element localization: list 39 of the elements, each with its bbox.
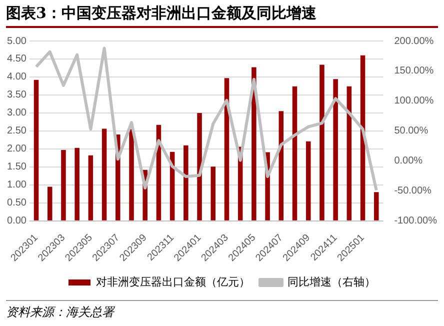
y-tick-label: 1.50	[6, 162, 27, 173]
chart-title: 图表3：中国变压器对非洲出口金额及同比增速	[6, 4, 438, 28]
bar	[306, 141, 311, 220]
y-tick-label: 4.00	[6, 72, 27, 83]
y-tick-label: 4.50	[6, 54, 27, 65]
y2-tick-label: 150.00%	[394, 66, 434, 77]
bar	[47, 186, 52, 220]
text: 资料来源：海关总署	[6, 300, 438, 321]
bar	[61, 150, 66, 220]
bar	[74, 148, 80, 220]
y2-tick-label: -50.00%	[394, 186, 432, 197]
bar	[34, 80, 39, 220]
y-tick-label: 1.00	[6, 180, 27, 191]
bar	[88, 155, 94, 220]
y2-tick-label: -100.00%	[394, 216, 438, 227]
legend-label: 同比增速（右轴）	[288, 276, 376, 289]
y2-tick-label: 200.00%	[394, 36, 434, 47]
y-tick-label: 2.50	[6, 126, 27, 137]
y-tick-label: 0.50	[6, 198, 27, 209]
bar	[210, 166, 216, 220]
y2-tick-label: 100.00%	[394, 96, 434, 107]
y2-tick-label: 0.00%	[394, 156, 423, 167]
y2-tick-label: 50.00%	[394, 126, 428, 137]
bar	[320, 64, 324, 220]
bar	[346, 86, 352, 220]
y-tick-label: 2.00	[6, 144, 27, 155]
y-tick-label: 5.00	[6, 36, 27, 47]
bar	[292, 86, 298, 220]
bar	[374, 192, 379, 220]
bar	[197, 112, 202, 220]
bar	[102, 128, 107, 220]
bar	[278, 111, 284, 220]
y-tick-label: 3.50	[6, 90, 27, 101]
bar	[184, 145, 188, 220]
y-tick-label: 3.00	[6, 108, 27, 119]
legend-label: 对非洲变压器出口金额（亿元）	[96, 276, 250, 289]
y-tick-label: 0.00	[6, 216, 27, 227]
bar	[333, 79, 338, 220]
bar	[129, 129, 134, 220]
